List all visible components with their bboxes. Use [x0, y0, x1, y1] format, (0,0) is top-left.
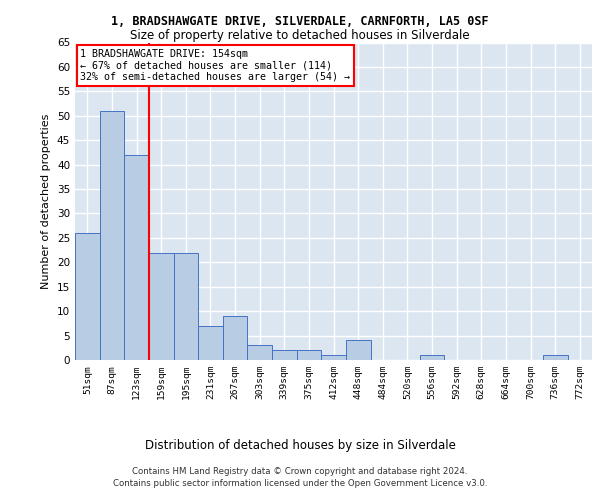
Text: Size of property relative to detached houses in Silverdale: Size of property relative to detached ho…	[130, 29, 470, 42]
Bar	[149, 252, 173, 360]
Bar	[272, 350, 296, 360]
Text: 1 BRADSHAWGATE DRIVE: 154sqm
← 67% of detached houses are smaller (114)
32% of s: 1 BRADSHAWGATE DRIVE: 154sqm ← 67% of de…	[80, 49, 350, 82]
Bar	[173, 252, 198, 360]
Text: 1, BRADSHAWGATE DRIVE, SILVERDALE, CARNFORTH, LA5 0SF: 1, BRADSHAWGATE DRIVE, SILVERDALE, CARNF…	[111, 15, 489, 28]
Text: Contains HM Land Registry data © Crown copyright and database right 2024.: Contains HM Land Registry data © Crown c…	[132, 467, 468, 476]
Y-axis label: Number of detached properties: Number of detached properties	[41, 114, 52, 289]
Bar	[247, 346, 272, 360]
Bar	[198, 326, 223, 360]
Text: Distribution of detached houses by size in Silverdale: Distribution of detached houses by size …	[145, 440, 455, 452]
Bar	[296, 350, 321, 360]
Bar	[75, 233, 100, 360]
Bar	[420, 355, 445, 360]
Bar	[124, 155, 149, 360]
Bar	[100, 111, 124, 360]
Bar	[346, 340, 371, 360]
Text: Contains public sector information licensed under the Open Government Licence v3: Contains public sector information licen…	[113, 478, 487, 488]
Bar	[321, 355, 346, 360]
Bar	[223, 316, 247, 360]
Bar	[543, 355, 568, 360]
